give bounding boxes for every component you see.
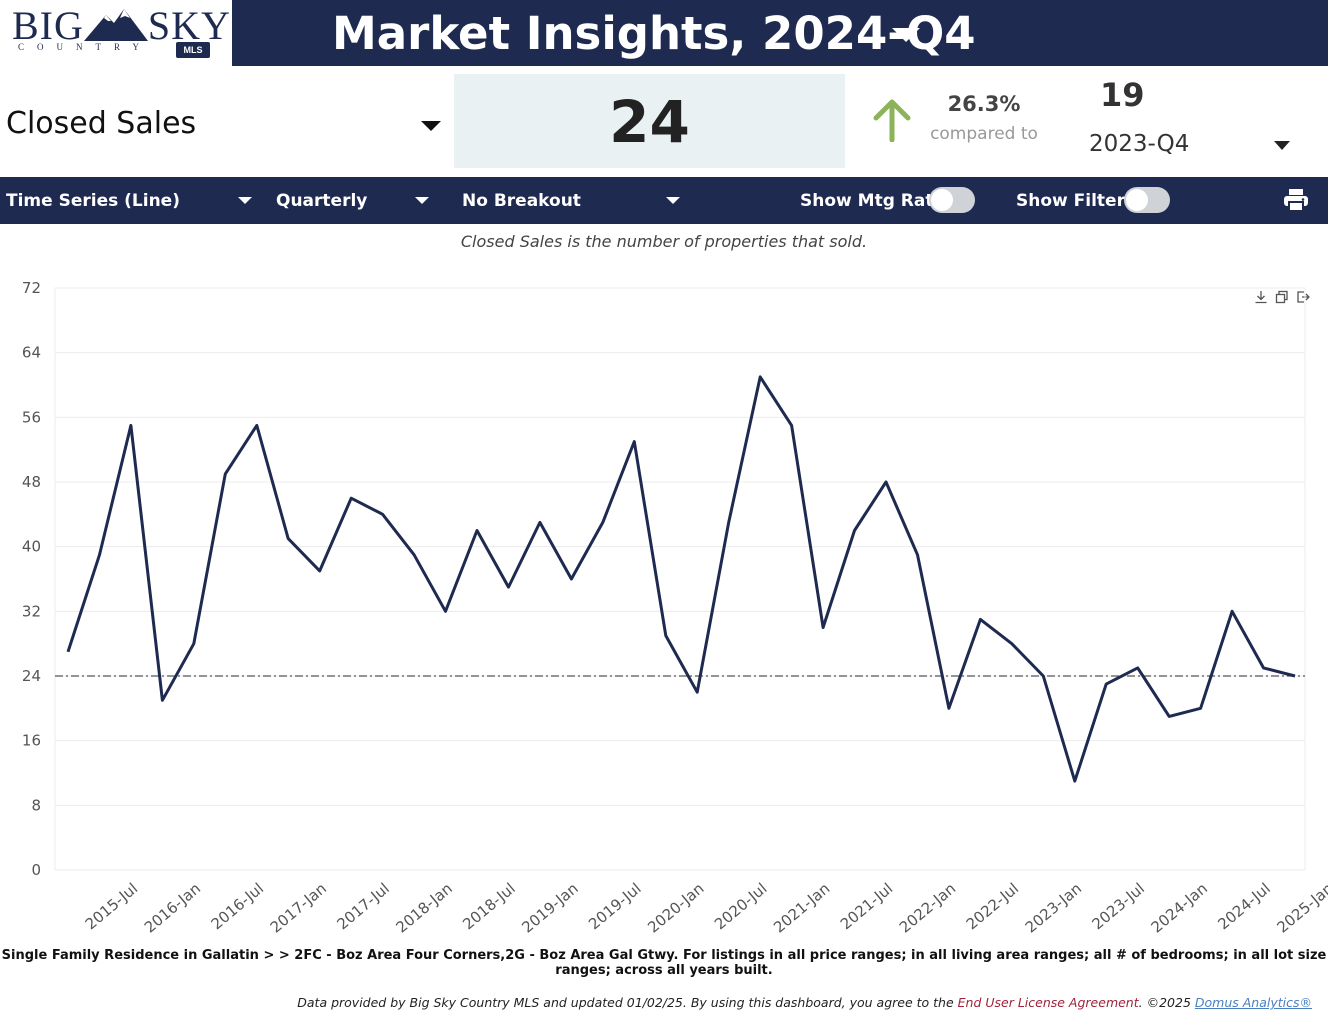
breakout-caret-icon[interactable] — [666, 197, 680, 204]
page-title: Market Insights, 2024-Q4 — [332, 7, 976, 60]
y-tick-label: 72 — [22, 279, 41, 297]
x-axis: 2015-Jul 2016-Jan 2016-Jul 2017-Jan 2017-Jul… — [82, 879, 1328, 936]
comparison-period-selector[interactable]: 2023-Q4 — [1089, 131, 1190, 157]
x-tick-label: 2017-Jan — [267, 879, 330, 936]
x-tick-label: 2016-Jul — [208, 879, 267, 933]
change-percent: 26.3% — [947, 92, 1021, 116]
control-bar: Time Series (Line) Quarterly No Breakout… — [0, 177, 1328, 224]
y-tick-label: 48 — [22, 473, 41, 491]
download-icon[interactable] — [1254, 290, 1268, 304]
y-tick-label: 0 — [31, 861, 41, 879]
x-tick-label: 2019-Jan — [518, 879, 581, 936]
copy-icon[interactable] — [1275, 290, 1289, 304]
compared-label: compared to — [930, 124, 1038, 144]
logo-mls-badge: MLS — [176, 42, 210, 58]
breakout-select[interactable]: No Breakout — [462, 191, 581, 211]
mtg-rate-toggle[interactable] — [929, 187, 975, 213]
y-tick-label: 8 — [31, 796, 41, 814]
period-dropdown-caret-icon[interactable] — [892, 28, 920, 42]
header-bar: Market Insights, 2024-Q4 — [232, 0, 1328, 66]
y-tick-label: 24 — [22, 667, 41, 685]
current-value-box: 24 — [454, 74, 845, 168]
filter-footnote: Single Family Residence in Gallatin > > … — [1, 948, 1327, 978]
x-tick-label: 2021-Jan — [770, 879, 833, 936]
interval-select[interactable]: Quarterly — [276, 191, 368, 211]
metric-selector[interactable]: Closed Sales — [6, 106, 197, 141]
logo-country: COUNTRY — [18, 42, 153, 52]
current-value: 24 — [609, 88, 690, 156]
arrow-up-icon — [873, 99, 911, 142]
x-tick-label: 2019-Jul — [585, 879, 644, 933]
x-tick-label: 2016-Jan — [141, 879, 204, 936]
series-layer — [66, 375, 1296, 783]
x-tick-label: 2023-Jul — [1089, 879, 1148, 933]
interval-caret-icon[interactable] — [415, 197, 429, 204]
y-tick-label: 32 — [22, 602, 41, 620]
x-tick-label: 2023-Jan — [1022, 879, 1085, 936]
data-credit: Data provided by Big Sky Country MLS and… — [297, 995, 1312, 1010]
x-tick-label: 2018-Jul — [459, 879, 518, 933]
domus-link[interactable]: Domus Analytics® — [1194, 995, 1312, 1010]
plot-frame — [54, 287, 1306, 871]
comparison-value: 19 — [1100, 76, 1145, 114]
y-tick-label: 40 — [22, 538, 41, 556]
mountain-icon — [83, 9, 148, 41]
eula-link[interactable]: End User License Agreement — [957, 995, 1139, 1010]
y-tick-label: 16 — [22, 732, 41, 750]
y-axis: 0 8 16 24 32 40 48 56 64 72 — [22, 279, 41, 879]
logo-wordmark: BIG SKY — [12, 3, 231, 48]
show-filters-label: Show Filters: — [1016, 191, 1142, 211]
show-mtg-rate-label: Show Mtg Rate: — [800, 191, 952, 211]
series-line — [66, 375, 1296, 783]
x-tick-label: 2020-Jul — [711, 879, 770, 933]
grid-lines — [54, 287, 1306, 871]
filters-toggle[interactable] — [1124, 187, 1170, 213]
logo: BIG SKY COUNTRY MLS — [0, 0, 232, 66]
metric-description: Closed Sales is the number of properties… — [460, 232, 868, 251]
x-tick-label: 2022-Jul — [963, 879, 1022, 933]
metric-dropdown-caret-icon[interactable] — [421, 121, 441, 131]
x-tick-label: 2024-Jan — [1148, 879, 1211, 936]
closed-sales-line-chart: 0 8 16 24 32 40 48 56 64 72 2015-Jul 2016-Jan 2016-… — [22, 279, 1328, 937]
comparison-dropdown-caret-icon[interactable] — [1274, 141, 1290, 150]
y-tick-label: 64 — [22, 344, 41, 362]
x-tick-label: 2018-Jan — [393, 879, 456, 936]
x-tick-label: 2025-Jan — [1273, 879, 1328, 936]
x-tick-label: 2017-Jul — [333, 879, 392, 933]
x-tick-label: 2022-Jan — [896, 879, 959, 936]
print-icon[interactable] — [1283, 187, 1309, 213]
x-tick-label: 2020-Jan — [644, 879, 707, 936]
x-tick-label: 2015-Jul — [82, 879, 141, 933]
chart-type-caret-icon[interactable] — [238, 197, 252, 204]
chart-type-select[interactable]: Time Series (Line) — [6, 191, 180, 211]
x-tick-label: 2021-Jul — [837, 879, 896, 933]
y-tick-label: 56 — [22, 408, 41, 426]
x-tick-label: 2024-Jul — [1214, 879, 1273, 933]
